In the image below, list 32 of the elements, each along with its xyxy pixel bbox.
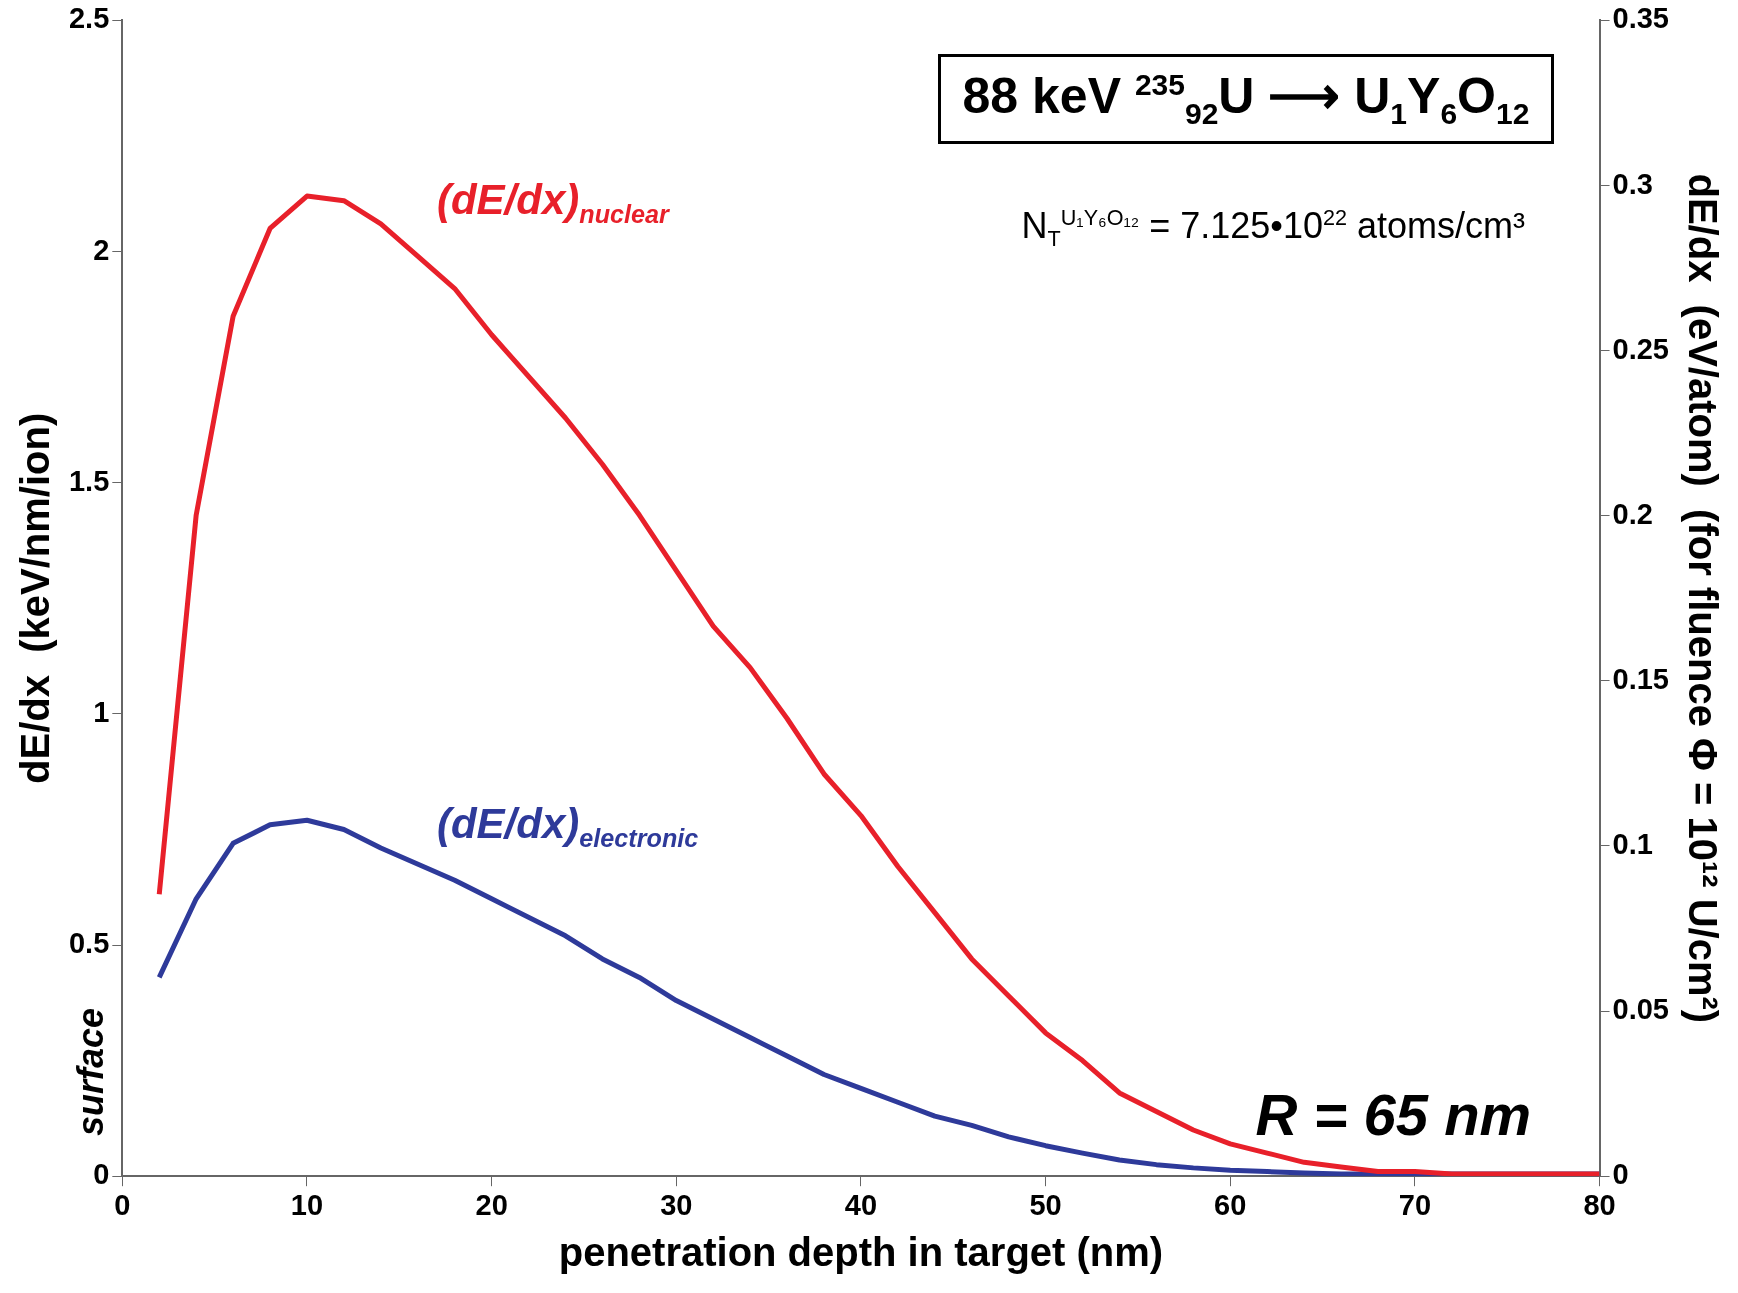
x-tick-label: 80 xyxy=(1583,1188,1616,1221)
y2-tick-label: 0.1 xyxy=(1612,827,1653,860)
y-tick-label: 2.5 xyxy=(68,2,110,35)
text: surface xyxy=(70,1008,113,1137)
y-tick-label: 2 xyxy=(93,233,110,266)
y2-tick-label: 0.05 xyxy=(1612,993,1670,1026)
x-tick-label: 50 xyxy=(1029,1188,1062,1221)
y-tick-label: 0 xyxy=(93,1158,110,1191)
y2-axis-title: dE/dx (eV/atom) (for fluence Φ = 10¹² U/cm²) xyxy=(1680,173,1725,1024)
series-label: (dE/dx)$_{electronic}$ xyxy=(436,800,699,854)
y-tick-label: 1 xyxy=(93,695,110,728)
y2-tick-label: 0.15 xyxy=(1612,662,1670,695)
y2-tick-label: 0.25 xyxy=(1612,332,1670,365)
y2-tick-label: 0.3 xyxy=(1612,167,1653,200)
y2-tick-label: 0.2 xyxy=(1612,497,1653,530)
x-tick-label: 20 xyxy=(475,1188,508,1221)
x-tick-label: 30 xyxy=(660,1188,693,1221)
y-tick-label: 1.5 xyxy=(68,464,110,497)
y-axis-title: dE/dx (keV/nm/ion) xyxy=(13,412,58,784)
x-tick-label: 0 xyxy=(114,1188,131,1221)
x-axis-title: penetration depth in target (nm) xyxy=(558,1230,1164,1275)
x-tick-label: 40 xyxy=(844,1188,878,1221)
annotation: N$_{T}$$^{U₁Y₆O₁₂}$ = 7.125•10$^{22}$ atoms/cm³ xyxy=(1021,205,1526,253)
x-tick-label: 10 xyxy=(290,1188,324,1221)
annotation: R = 65 nm xyxy=(1255,1081,1532,1149)
y-tick-label: 0.5 xyxy=(68,927,110,960)
chart-title: 88 keV $^{235}$$_{92}$U ⟶ U$_{1}$Y$_{6}$O$_{12}$ xyxy=(962,68,1530,131)
y2-tick-label: 0.35 xyxy=(1612,2,1670,35)
x-tick-label: 60 xyxy=(1214,1188,1247,1221)
y2-tick-label: 0 xyxy=(1612,1158,1629,1191)
x-tick-label: 70 xyxy=(1398,1188,1432,1221)
series-label: (dE/dx)$_{nuclear}$ xyxy=(436,176,669,230)
